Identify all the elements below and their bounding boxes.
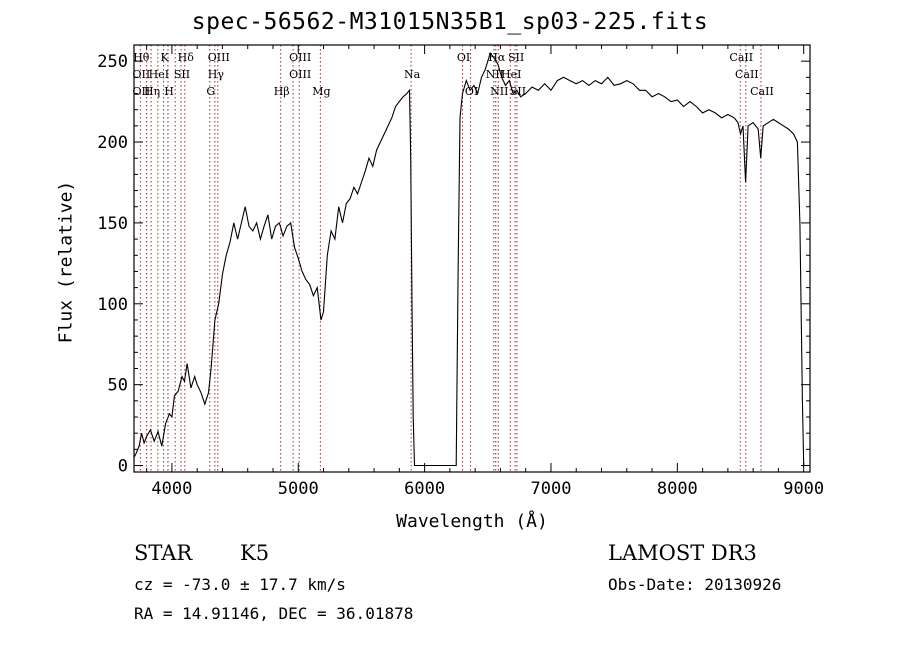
y-axis-label: Flux (relative) (55, 180, 77, 344)
observation-date: Obs-Date: 20130926 (608, 575, 782, 594)
y-tick-label: 200 (97, 133, 128, 153)
redshift-velocity: cz = -73.0 ± 17.7 km/s (134, 575, 346, 594)
y-tick-label: 0 (118, 457, 128, 477)
line-labels: HθOIIOIIHηHeIKHSIIHδGHγOIIIHβOIIIOIIIMgN… (132, 51, 773, 98)
line-label: Mg (312, 85, 330, 98)
line-label: OI (457, 51, 470, 64)
chart-title: spec-56562-M31015N35B1_sp03-225.fits (191, 9, 709, 35)
x-tick-label: 8000 (657, 479, 698, 499)
y-tick-label: 50 (108, 376, 128, 396)
line-label: CaII (735, 68, 759, 81)
object-class: STAR (134, 541, 193, 565)
line-label: Na (404, 68, 421, 81)
x-tick-label: 6000 (404, 479, 445, 499)
emission-line-markers (139, 45, 762, 472)
line-label: Hη (144, 85, 160, 98)
line-label: Hα (488, 51, 506, 64)
line-label: CaII (729, 51, 753, 64)
sky-coordinates: RA = 14.91146, DEC = 36.01878 (134, 604, 414, 623)
line-label: G (206, 85, 215, 98)
x-tick-label: 9000 (783, 479, 824, 499)
line-label: OIII (208, 51, 230, 64)
line-label: NII (490, 85, 508, 98)
x-tick-label: 4000 (151, 479, 192, 499)
x-tick-label: 7000 (530, 479, 571, 499)
line-label: HeI (149, 68, 169, 81)
line-label: OII (132, 68, 150, 81)
survey-name: LAMOST DR3 (608, 541, 757, 565)
line-label: Hβ (274, 85, 290, 98)
line-label: Hθ (133, 51, 150, 64)
line-label: OIII (289, 68, 311, 81)
line-label: H (164, 85, 174, 98)
plot-frame (133, 44, 811, 473)
line-label: OII (132, 85, 150, 98)
line-label: SII (174, 68, 190, 81)
line-label: CaII (750, 85, 774, 98)
line-label: SII (508, 51, 524, 64)
line-label: OIII (289, 51, 311, 64)
spectrum-line (133, 51, 805, 467)
y-tick-label: 100 (97, 295, 128, 315)
y-tick-label: 150 (97, 214, 128, 234)
line-label: Hδ (178, 51, 195, 64)
x-tick-label: 5000 (278, 479, 319, 499)
line-label: Hγ (208, 68, 225, 81)
y-tick-label: 250 (97, 52, 128, 72)
axis-ticks: 4000 5000 6000 7000 8000 9000 0 50 100 150 200 250 (97, 45, 824, 499)
x-axis-label: Wavelength (Å) (396, 511, 548, 532)
line-label: HeI (501, 68, 521, 81)
spectral-subclass: K5 (240, 541, 270, 565)
line-label: K (160, 51, 169, 64)
